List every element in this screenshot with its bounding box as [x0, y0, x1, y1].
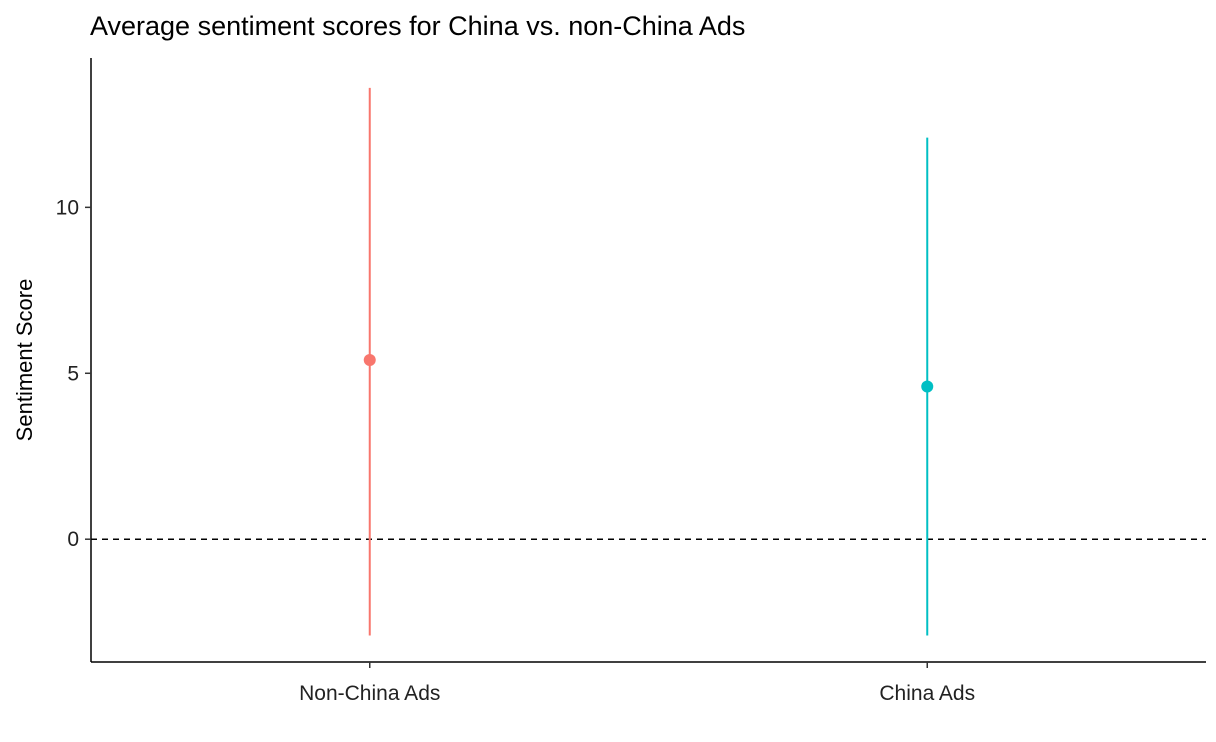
mean-point: [363, 354, 376, 366]
mean-point: [921, 380, 934, 393]
y-tick-label: 0: [67, 528, 79, 551]
ticks-layer: 0 5 10 Non-China Ads China Ads: [56, 196, 975, 705]
x-tick-label: China Ads: [879, 682, 975, 705]
y-axis-title: Sentiment Score: [12, 279, 37, 442]
axes: [90, 58, 1206, 663]
marks-layer: [363, 87, 934, 636]
chart-title: Average sentiment scores for China vs. n…: [90, 11, 746, 41]
y-tick-label: 5: [67, 362, 79, 385]
x-tick-label: Non-China Ads: [299, 682, 440, 705]
y-tick-label: 10: [56, 196, 79, 219]
